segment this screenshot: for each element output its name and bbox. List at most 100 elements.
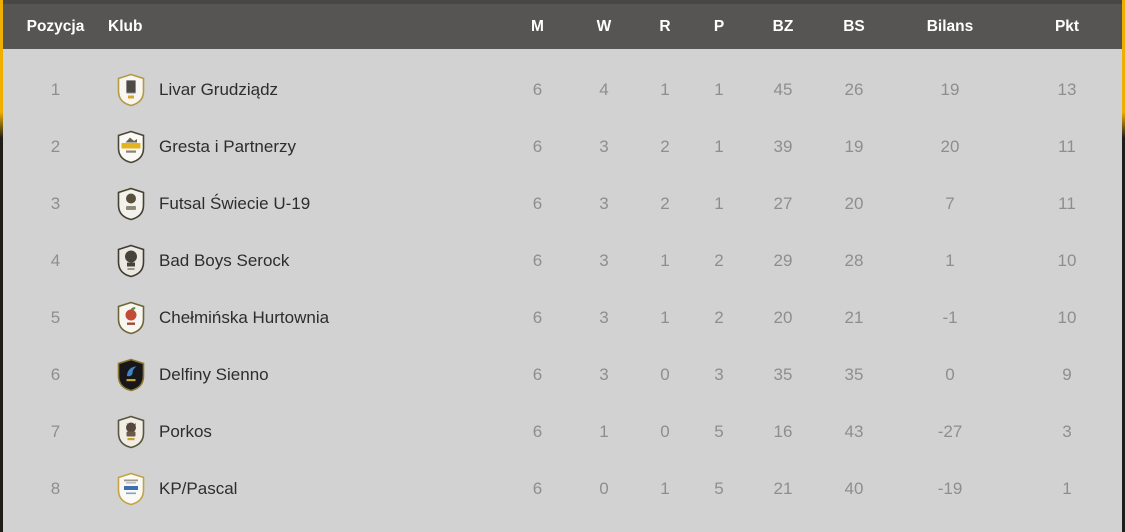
- wins-value: 3: [599, 364, 609, 384]
- standings-table: Pozycja Klub M W R P BZ BS Bilans Pkt 1: [3, 0, 1122, 532]
- club-badge-icon: [116, 472, 146, 506]
- position-value: 3: [50, 193, 61, 213]
- losses-value: 3: [714, 364, 724, 384]
- wins-value: 3: [599, 136, 609, 156]
- draws-value: 0: [660, 364, 670, 384]
- club-name[interactable]: Chełmińska Hurtownia: [159, 307, 330, 327]
- wins-value: 1: [599, 421, 609, 441]
- matches-value: 6: [532, 364, 543, 384]
- table-row: 7 Porkos 6 1 0 5: [3, 403, 1122, 460]
- table-row: 8 KP/Pascal 6 0 1: [3, 460, 1122, 517]
- goal-diff-value: -19: [937, 478, 963, 498]
- losses-value: 2: [714, 307, 724, 327]
- club-cell: KP/Pascal: [108, 472, 505, 506]
- draws-value: 2: [660, 193, 670, 213]
- club-badge-icon: [116, 130, 146, 164]
- goal-diff-value: 7: [945, 193, 955, 213]
- column-header-pozycja: Pozycja: [26, 17, 85, 35]
- goals-against-value: 19: [844, 136, 864, 156]
- club-cell: Delfiny Sienno: [108, 358, 505, 392]
- goal-diff-value: 19: [940, 79, 960, 99]
- club-cell: Gresta i Partnerzy: [108, 130, 505, 164]
- points-value: 10: [1057, 307, 1077, 327]
- losses-value: 2: [714, 250, 724, 270]
- losses-value: 1: [714, 136, 724, 156]
- matches-value: 6: [532, 250, 543, 270]
- goal-diff-value: -1: [942, 307, 958, 327]
- club-name[interactable]: Bad Boys Serock: [159, 250, 290, 270]
- club-cell: Bad Boys Serock: [108, 244, 505, 278]
- wins-value: 4: [599, 79, 609, 99]
- goals-for-value: 20: [773, 307, 793, 327]
- goals-for-value: 29: [773, 250, 793, 270]
- table-row: 2 Gresta i Partnerzy 6 3 2 1: [3, 118, 1122, 175]
- club-name[interactable]: Delfiny Sienno: [159, 364, 269, 384]
- club-badge-icon: [116, 244, 146, 278]
- losses-value: 1: [714, 79, 724, 99]
- club-name[interactable]: Futsal Świecie U-19: [159, 193, 311, 213]
- goals-against-value: 26: [844, 79, 864, 99]
- goals-for-value: 39: [773, 136, 793, 156]
- goals-against-value: 21: [844, 307, 864, 327]
- club-badge-icon: [116, 415, 146, 449]
- club-name[interactable]: Porkos: [159, 421, 212, 441]
- column-header-klub: Klub: [108, 17, 143, 35]
- club-name[interactable]: Gresta i Partnerzy: [159, 136, 296, 156]
- goals-against-value: 20: [844, 193, 864, 213]
- draws-value: 0: [660, 421, 670, 441]
- club-cell: Chełmińska Hurtownia: [108, 301, 505, 335]
- matches-value: 6: [532, 307, 543, 327]
- table-row: 1 Livar Grudziądz 6 4 1 1 45 26: [3, 61, 1122, 118]
- position-value: 2: [50, 136, 61, 156]
- club-badge-icon: [116, 301, 146, 335]
- club-name[interactable]: Livar Grudziądz: [159, 79, 279, 99]
- club-cell: Livar Grudziądz: [108, 73, 505, 107]
- column-header-w: W: [596, 17, 612, 35]
- goals-for-value: 35: [773, 364, 793, 384]
- goals-for-value: 45: [773, 79, 793, 99]
- club-badge-icon: [116, 73, 146, 107]
- table-row: 3 Futsal Świecie U-19 6 3 2 1 27: [3, 175, 1122, 232]
- losses-value: 5: [714, 478, 724, 498]
- matches-value: 6: [532, 79, 543, 99]
- column-header-pkt: Pkt: [1054, 17, 1080, 35]
- goals-against-value: 40: [844, 478, 864, 498]
- table-row: 4 Bad Boys Serock 6 3 1 2: [3, 232, 1122, 289]
- matches-value: 6: [532, 421, 543, 441]
- points-value: 10: [1057, 250, 1077, 270]
- goals-against-value: 35: [844, 364, 864, 384]
- draws-value: 2: [660, 136, 670, 156]
- goal-diff-value: -27: [937, 421, 963, 441]
- goals-for-value: 21: [773, 478, 793, 498]
- club-badge-icon: [116, 358, 146, 392]
- column-header-m: M: [531, 17, 544, 35]
- goals-against-value: 28: [844, 250, 864, 270]
- draws-value: 1: [660, 250, 670, 270]
- goal-diff-value: 0: [945, 364, 955, 384]
- position-value: 7: [50, 421, 61, 441]
- points-value: 11: [1058, 193, 1076, 213]
- table-row: 6 Delfiny Sienno 6 3 0 3 35 35: [3, 346, 1122, 403]
- club-name[interactable]: KP/Pascal: [159, 478, 238, 498]
- matches-value: 6: [532, 193, 543, 213]
- table-header: Pozycja Klub M W R P BZ BS Bilans Pkt: [3, 0, 1122, 49]
- matches-value: 6: [532, 478, 543, 498]
- losses-value: 5: [714, 421, 724, 441]
- losses-value: 1: [714, 193, 724, 213]
- goals-for-value: 16: [773, 421, 793, 441]
- draws-value: 1: [660, 307, 670, 327]
- matches-value: 6: [532, 136, 543, 156]
- column-header-bz: BZ: [772, 17, 794, 35]
- table-body: 1 Livar Grudziądz 6 4 1 1 45 26: [3, 49, 1122, 532]
- points-value: 11: [1058, 136, 1076, 156]
- points-value: 3: [1062, 421, 1072, 441]
- club-cell: Porkos: [108, 415, 505, 449]
- goal-diff-value: 20: [940, 136, 960, 156]
- wins-value: 3: [599, 193, 609, 213]
- column-header-bilans: Bilans: [926, 17, 974, 35]
- position-value: 4: [50, 250, 61, 270]
- wins-value: 3: [599, 307, 609, 327]
- column-header-bs: BS: [843, 17, 865, 35]
- position-value: 5: [50, 307, 61, 327]
